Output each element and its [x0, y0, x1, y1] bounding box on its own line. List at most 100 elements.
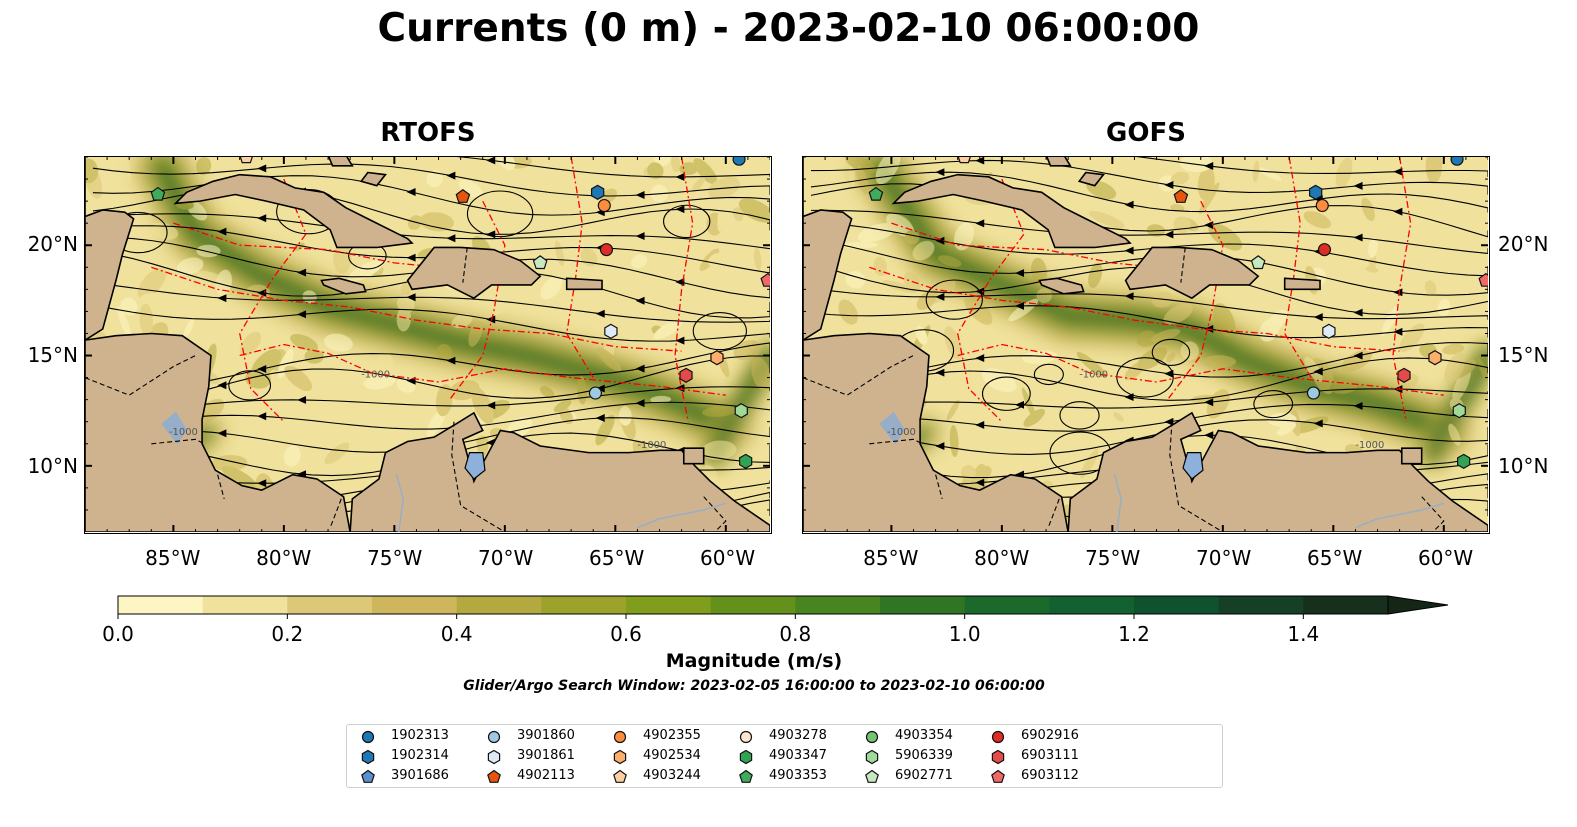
- float-marker-4902113[interactable]: [455, 188, 471, 203]
- legend-marker-hexagon-icon: [361, 749, 375, 765]
- legend-marker-pentagon-icon: [991, 769, 1005, 783]
- float-marker-4902534[interactable]: [1428, 350, 1442, 366]
- legend-symbol[interactable]: [487, 749, 501, 765]
- colorbar-segment: [202, 596, 288, 614]
- land-masses: [85, 157, 771, 533]
- colorbar-segment: [1134, 596, 1220, 614]
- legend-symbol[interactable]: [991, 730, 1005, 744]
- float-marker-6902771[interactable]: [1250, 255, 1266, 270]
- legend-symbol[interactable]: [739, 769, 753, 783]
- legend-symbol[interactable]: [487, 730, 501, 744]
- float-marker-4902355[interactable]: [597, 198, 611, 213]
- gofs-map-panel[interactable]: -1000 -1000 -1000: [802, 156, 1490, 534]
- rtofs-map-panel[interactable]: -1000 -1000 -1000: [84, 156, 772, 534]
- float-marker-3901861[interactable]: [604, 323, 618, 339]
- bathymetry-label: -1000: [361, 370, 390, 381]
- colorbar-segment: [626, 596, 712, 614]
- lon-tick-label: 80°W: [974, 546, 1030, 570]
- float-marker-3901861[interactable]: [1322, 323, 1336, 339]
- colorbar-segment: [710, 596, 796, 614]
- gofs-map-svg: -1000 -1000 -1000: [803, 157, 1489, 533]
- float-marker-4903347[interactable]: [1457, 453, 1471, 469]
- bathymetry-label: -1000: [887, 427, 916, 438]
- lon-tick-label: 70°W: [478, 546, 534, 570]
- float-marker-6902916[interactable]: [599, 243, 614, 257]
- legend-symbol[interactable]: [613, 730, 627, 744]
- legend-symbol[interactable]: [865, 769, 879, 783]
- float-marker-5906339[interactable]: [734, 403, 748, 419]
- colorbar-extend-arrow: [1387, 595, 1449, 615]
- lon-tick-label: 60°W: [699, 546, 756, 570]
- country-borders: [85, 247, 727, 533]
- float-marker-4902113[interactable]: [1173, 188, 1189, 203]
- float-marker-3901860[interactable]: [588, 386, 603, 400]
- float-marker-6902771[interactable]: [532, 255, 548, 270]
- lon-tick-label: 85°W: [145, 546, 201, 570]
- legend-label: 3901686: [391, 768, 449, 783]
- legend-marker-pentagon-icon: [865, 769, 879, 783]
- lat-tick-label: 15°N: [27, 343, 78, 368]
- legend-symbol[interactable]: [739, 730, 753, 744]
- lon-tick-label: 65°W: [1307, 546, 1363, 570]
- legend-symbol[interactable]: [613, 769, 627, 783]
- legend-label: 4903353: [769, 768, 827, 783]
- eez-boundaries: [869, 157, 1444, 423]
- legend-label: 4903278: [769, 728, 827, 743]
- float-marker-5906339[interactable]: [1452, 403, 1466, 419]
- colorbar-label: Magnitude (m/s): [665, 650, 843, 672]
- colorbar-segment: [118, 596, 204, 614]
- gofs-panel-title: GOFS: [1106, 118, 1186, 148]
- colorbar-tick-label: 0.2: [271, 622, 304, 646]
- colorbar-segment: [880, 596, 966, 614]
- float-marker-1902313[interactable]: [1450, 157, 1464, 166]
- float-marker-6903112[interactable]: [1478, 272, 1489, 287]
- float-marker-1902313[interactable]: [732, 157, 746, 166]
- colorbar-segment: [795, 596, 881, 614]
- float-marker-4903353[interactable]: [868, 186, 884, 201]
- legend-symbol[interactable]: [739, 749, 753, 765]
- lon-tick-label: 70°W: [1196, 546, 1252, 570]
- float-marker-4903353[interactable]: [150, 186, 166, 201]
- legend-symbol[interactable]: [613, 749, 627, 765]
- colorbar-segment: [541, 596, 627, 614]
- lon-tick-label: 60°W: [1417, 546, 1474, 570]
- legend-symbol[interactable]: [361, 769, 375, 783]
- legend-symbol[interactable]: [991, 749, 1005, 765]
- float-marker-4903244[interactable]: [239, 157, 253, 164]
- legend-symbol[interactable]: [361, 749, 375, 765]
- legend-symbol[interactable]: [487, 769, 501, 783]
- legend-label: 4902534: [643, 748, 701, 763]
- float-marker-6903111[interactable]: [679, 367, 693, 383]
- legend-marker-hexagon-icon: [613, 749, 627, 765]
- legend-symbol[interactable]: [865, 749, 879, 765]
- float-marker-4902534[interactable]: [710, 350, 724, 366]
- float-marker-1902314[interactable]: [590, 184, 605, 200]
- legend-label: 4903347: [769, 748, 827, 763]
- legend-label: 3901860: [517, 728, 575, 743]
- lon-tick-label: 75°W: [1085, 546, 1141, 570]
- legend-marker-pentagon-icon: [613, 769, 627, 783]
- float-marker-4902355[interactable]: [1315, 198, 1329, 213]
- float-marker-4903347[interactable]: [739, 453, 753, 469]
- float-marker-6903112[interactable]: [760, 272, 771, 287]
- search-window-text: Glider/Argo Search Window: 2023-02-05 16…: [463, 678, 1045, 694]
- colorbar-tick-label: 0.8: [779, 622, 812, 646]
- legend-marker-circle-icon: [487, 730, 501, 744]
- country-borders: [803, 247, 1445, 533]
- float-legend: 1902313 1902314 3901686 3901860 3901861 49021…: [346, 724, 1223, 788]
- legend-symbol[interactable]: [865, 730, 879, 744]
- lat-tick-label: 10°N: [1498, 454, 1549, 479]
- lon-tick-label: 65°W: [589, 546, 645, 570]
- legend-symbol[interactable]: [991, 769, 1005, 783]
- float-marker-4903244[interactable]: [957, 157, 971, 164]
- legend-label: 1902314: [391, 748, 449, 763]
- float-marker-3901860[interactable]: [1306, 386, 1321, 400]
- float-marker-1902314[interactable]: [1308, 184, 1323, 200]
- colorbar-segment: [964, 596, 1050, 614]
- lat-tick-label: 10°N: [27, 454, 78, 479]
- legend-symbol[interactable]: [361, 730, 375, 744]
- float-marker-6902916[interactable]: [1317, 243, 1332, 257]
- float-marker-6903111[interactable]: [1397, 367, 1411, 383]
- colorbar-tick-label: 1.0: [948, 622, 981, 646]
- legend-marker-circle-icon: [613, 730, 627, 744]
